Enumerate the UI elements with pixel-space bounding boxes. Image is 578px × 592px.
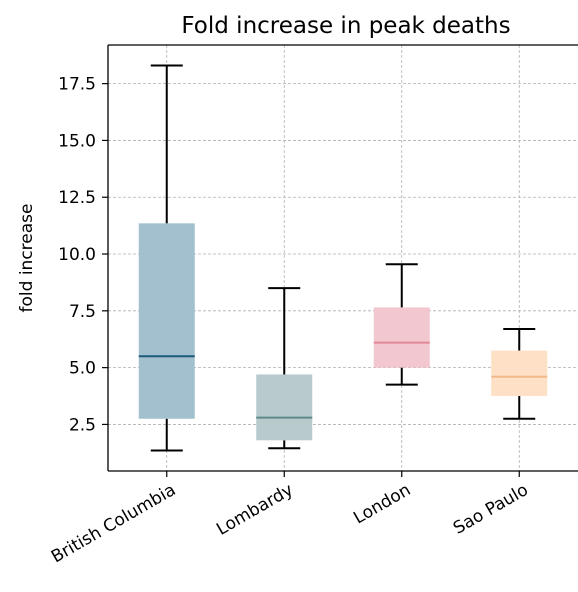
x-tick-label-1: Lombardy xyxy=(213,480,297,540)
y-axis-label: fold increase xyxy=(17,204,37,313)
y-tick-label-4: 12.5 xyxy=(58,188,96,208)
x-tick-label-2: London xyxy=(350,480,414,528)
chart-title: Fold increase in peak deaths xyxy=(181,13,510,39)
y-tick-label-5: 15.0 xyxy=(58,131,96,151)
box-0 xyxy=(138,223,195,419)
boxes xyxy=(138,64,548,452)
y-tick-label-2: 7.5 xyxy=(69,302,96,322)
x-tick-label-0: British Columbia xyxy=(48,480,179,567)
axes: 2.5 5.0 7.5 10.0 12.5 15.0 17.5 British Columbi… xyxy=(48,44,578,567)
box-1 xyxy=(256,374,313,441)
box-3 xyxy=(491,350,548,397)
y-tick-label-0: 2.5 xyxy=(69,415,96,435)
y-tick-label-3: 10.0 xyxy=(58,245,96,265)
box-2 xyxy=(373,307,430,368)
y-tick-label-1: 5.0 xyxy=(69,359,96,379)
x-tick-label-3: Sao Paulo xyxy=(450,480,532,539)
y-tick-label-6: 17.5 xyxy=(58,75,96,95)
